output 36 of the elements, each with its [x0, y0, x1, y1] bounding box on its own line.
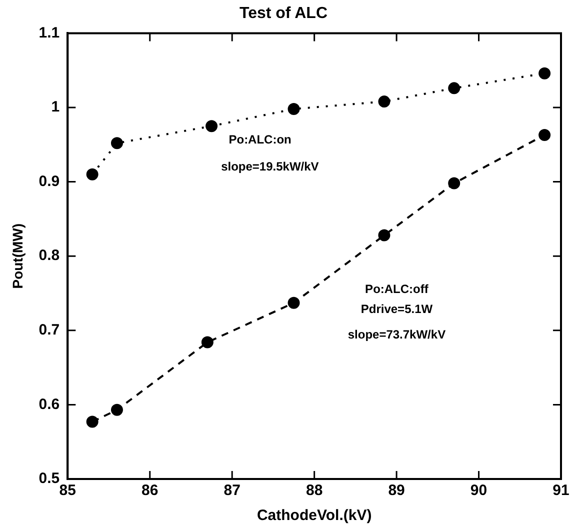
x-tick-label: 89: [388, 482, 405, 500]
point: [206, 120, 218, 132]
point: [538, 128, 551, 141]
point: [201, 336, 214, 348]
annotation: Po:ALC:on: [228, 132, 292, 147]
point: [110, 137, 123, 150]
x-tick-label: 87: [224, 482, 240, 500]
point: [538, 67, 551, 80]
x-tick-label: 88: [306, 482, 323, 500]
point: [86, 168, 98, 180]
point: [288, 102, 300, 115]
point: [378, 96, 390, 108]
x-tick-label: 90: [470, 482, 488, 500]
y-tick-label: 0.8: [38, 247, 60, 264]
point: [448, 82, 460, 94]
y-tick-label: 1: [51, 98, 60, 116]
x-tick-label: 85: [59, 482, 76, 500]
annotation: Pdrive=5.1W: [360, 302, 434, 316]
point: [86, 416, 98, 428]
x-axis-title: CathodeVol.(kV): [256, 507, 372, 524]
point: [288, 296, 300, 309]
y-tick-label: 0.7: [38, 322, 60, 339]
annotation: slope=73.7kW/kV: [348, 327, 446, 342]
point: [448, 177, 460, 190]
annotation: slope=19.5kW/kV: [221, 159, 319, 174]
y-tick-label: 0.5: [38, 470, 60, 488]
x-tick-label: 86: [142, 482, 158, 500]
chart-title: Test of ALC: [240, 5, 328, 22]
annotation: Po:ALC:off: [365, 282, 430, 296]
x-tick-label: 91: [552, 482, 570, 500]
y-axis-title: Pout(MW): [9, 223, 26, 289]
point: [378, 229, 390, 242]
y-tick-label: 1.1: [38, 24, 60, 42]
y-tick-label: 0.6: [38, 396, 60, 413]
y-tick-label: 0.9: [38, 172, 60, 190]
point: [110, 404, 123, 416]
